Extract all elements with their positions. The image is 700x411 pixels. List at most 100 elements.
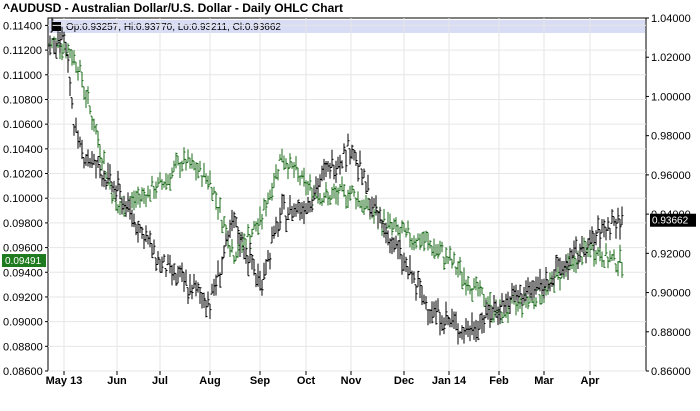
ohlc-bar <box>590 226 594 244</box>
ohlc-bar <box>276 221 280 237</box>
ohlc-bar <box>114 185 118 202</box>
ohlc-bar <box>162 254 166 263</box>
ohlc-bar <box>276 168 280 181</box>
right-tick-label: 1.02000 <box>651 52 691 64</box>
ohlc-bar <box>236 226 240 245</box>
ohlc-bar <box>290 205 294 222</box>
left-tick-label: 0.11000 <box>3 70 42 82</box>
ohlc-bar <box>418 233 422 250</box>
ohlc-bar <box>220 219 224 234</box>
ohlc-bar <box>480 287 484 295</box>
ohlc-bar <box>564 254 568 273</box>
x-tick-label: Jul <box>152 375 168 387</box>
ohlc-bar <box>246 255 250 277</box>
right-tick-label: 1.04000 <box>651 13 691 25</box>
ohlc-bar <box>110 192 114 204</box>
x-tick-label: Jan 14 <box>432 375 467 387</box>
ohlc-bar <box>312 186 316 201</box>
right-tick-label: 0.98000 <box>651 131 691 143</box>
ohlc-bar <box>86 86 90 105</box>
ohlc-bar <box>222 245 226 259</box>
ohlc-bar <box>498 304 502 325</box>
ohlc-bar <box>288 153 292 169</box>
ohlc-bar <box>152 239 156 255</box>
left-tick-label: 0.11400 <box>3 20 42 32</box>
ohlc-bar <box>436 243 440 259</box>
ohlc-bar <box>260 279 264 296</box>
ohlc-bar <box>422 231 426 252</box>
ohlc-bar <box>614 218 618 239</box>
ohlc-bar <box>66 54 70 73</box>
ohlc-bar <box>270 182 274 201</box>
ohlc-bar <box>596 215 600 234</box>
ohlc-bar <box>566 261 570 280</box>
ohlc-bar <box>168 172 172 191</box>
ohlc-bar <box>364 181 368 194</box>
ohlc-bar <box>116 170 120 192</box>
ohlc-bar <box>460 271 464 290</box>
ohlc-bar <box>214 274 218 296</box>
ohlc-bar <box>442 256 446 271</box>
ohlc-bar <box>476 320 480 341</box>
ohlc-bar <box>174 152 178 169</box>
ohlc-bar <box>346 133 350 147</box>
left-tick-label: 0.09600 <box>3 243 43 255</box>
ohlc-bar <box>136 186 140 205</box>
ohlc-bar <box>414 238 418 249</box>
right-tick-label: 0.96000 <box>651 170 691 182</box>
ohlc-bar <box>358 150 362 167</box>
chart-title: ^AUDUSD - Australian Dollar/U.S. Dollar … <box>3 1 343 15</box>
ohlc-bar <box>256 218 260 235</box>
ohlc-bar <box>544 267 548 288</box>
left-tick-label: 0.08800 <box>3 341 43 353</box>
left-tick-label: 0.09400 <box>3 267 43 279</box>
ohlc-bar <box>342 143 346 155</box>
ohlc-bar <box>526 295 530 310</box>
ohlc-bar <box>204 299 208 318</box>
ohlc-bar <box>220 256 224 275</box>
series-comparison <box>48 36 624 324</box>
ohlc-bar <box>248 242 252 264</box>
ohlc-bar <box>518 296 522 309</box>
ohlc-bar <box>424 296 428 310</box>
ohlc-bar <box>404 227 408 238</box>
ohlc-bar <box>478 280 482 297</box>
ohlc-bar <box>48 35 52 56</box>
ohlc-bar <box>374 195 378 215</box>
left-tick-label: 0.10200 <box>3 169 43 181</box>
x-tick-label: May 13 <box>46 375 83 387</box>
series--audusd <box>48 17 624 345</box>
ohlc-bar <box>272 225 276 239</box>
left-tick-label: 0.09200 <box>3 292 43 304</box>
ohlc-bar <box>534 297 538 308</box>
ohlc-bar <box>180 160 184 172</box>
ohlc-bar <box>430 301 434 324</box>
ohlc-bar <box>206 291 210 308</box>
ohlc-bar <box>352 149 356 161</box>
ohlc-bar <box>310 198 314 213</box>
ohlc-bar <box>572 255 576 273</box>
ohlc-bar <box>370 196 374 217</box>
ohlc-bar <box>618 218 622 240</box>
ohlc-bar <box>96 155 100 169</box>
ohlc-bar <box>348 185 352 201</box>
ohlc-bar <box>570 249 574 260</box>
ohlc-bar <box>236 242 240 258</box>
ohlc-bar <box>458 256 462 276</box>
ohlc-bar <box>610 209 614 224</box>
ohlc-bar <box>448 245 452 261</box>
ohlc-bar <box>296 199 300 214</box>
ohlc-bar <box>164 268 168 277</box>
ohlc-bar <box>556 265 560 280</box>
x-tick-label: Feb <box>489 375 509 387</box>
ohlc-bar <box>604 243 608 257</box>
ohlc-bar <box>164 173 168 190</box>
ohlc-bar <box>136 220 140 243</box>
ohlc-bar <box>466 276 470 291</box>
ohlc-bar <box>94 124 98 135</box>
ohlc-bar <box>118 183 122 200</box>
ohlc-bar <box>508 296 512 314</box>
ohlc-bar <box>542 278 546 299</box>
ohlc-bar <box>96 130 100 148</box>
